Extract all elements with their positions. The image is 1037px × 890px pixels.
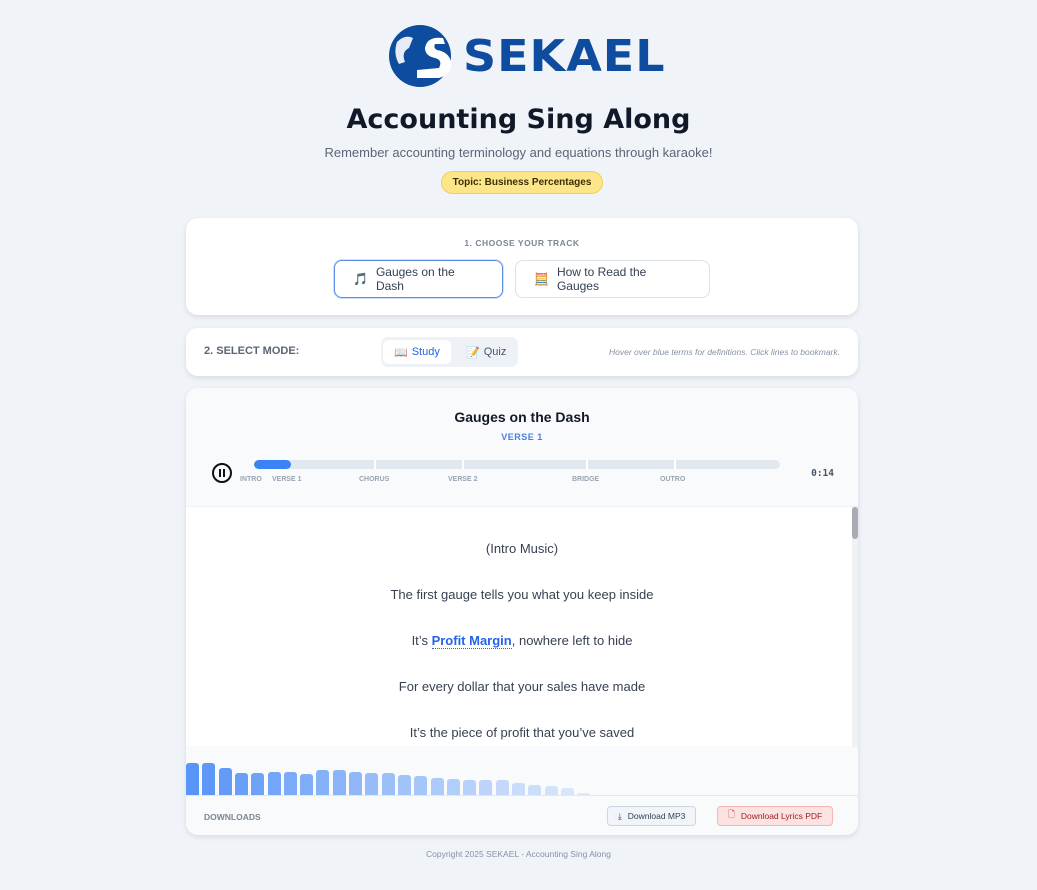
marker-outro[interactable]: OUTRO <box>660 476 686 483</box>
mode-quiz-button[interactable]: 📝 Quiz <box>455 340 517 364</box>
player-card: Gauges on the Dash VERSE 1 INTRO VERSE 1… <box>186 388 858 835</box>
audio-visualizer <box>186 748 858 795</box>
visualizer-bar <box>560 788 574 795</box>
music-note-icon: 🎵 <box>353 272 368 286</box>
progress-bar[interactable] <box>254 460 780 469</box>
track-label: How to Read the Gauges <box>556 265 647 293</box>
lyric-line[interactable]: It’s Profit Margin, nowhere left to hide <box>186 633 858 649</box>
lyric-text: It’s <box>411 633 432 648</box>
downloads-bar: DOWNLOADS ⤓ Download MP3 🗋 Download Lyrics… <box>186 795 858 835</box>
visualizer-bar <box>479 780 493 795</box>
lyric-line[interactable]: For every dollar that your sales have ma… <box>398 679 646 694</box>
book-icon: 📖 <box>394 346 408 359</box>
track-selector-card: 1. CHOOSE YOUR TRACK 🎵 Gauges on the Das… <box>186 218 858 315</box>
visualizer-bar <box>186 763 199 795</box>
scrollbar-thumb[interactable] <box>852 507 858 539</box>
visualizer-bar <box>544 786 558 795</box>
visualizer-bar <box>414 776 428 795</box>
section-divider <box>374 460 376 469</box>
lyric-line[interactable]: It’s the piece of profit that you’ve sav… <box>409 725 635 740</box>
mode-label: Quiz <box>483 346 507 358</box>
track-button-gauges-on-the-dash[interactable]: 🎵 Gauges on the Dash <box>334 260 503 298</box>
visualizer-bar <box>577 793 591 795</box>
button-label: Download Lyrics PDF <box>740 811 823 821</box>
document-icon: 🗋 <box>728 809 735 819</box>
memo-icon: 📝 <box>466 346 480 359</box>
mode-label: Study <box>411 346 440 358</box>
visualizer-bar <box>332 770 346 795</box>
visualizer-bar <box>218 768 232 795</box>
visualizer-bar <box>463 780 477 795</box>
globe-logo-icon <box>389 25 452 87</box>
visualizer-bar <box>512 783 525 795</box>
mode-selector-card: 2. SELECT MODE: 📖 Study 📝 Quiz Hover over … <box>186 328 858 376</box>
visualizer-bar <box>430 778 444 795</box>
visualizer-bar <box>267 772 281 795</box>
visualizer-bar <box>202 763 216 795</box>
mode-hint: Hover over blue terms for definitions. C… <box>608 347 840 357</box>
mode-study-button[interactable]: 📖 Study <box>383 340 451 364</box>
marker-verse-2[interactable]: VERSE 2 <box>448 476 478 483</box>
progress-fill <box>254 460 291 469</box>
brand-name: SEKAEL <box>463 30 666 82</box>
current-section: VERSE 1 <box>501 432 543 442</box>
download-lyrics-pdf-button[interactable]: 🗋 Download Lyrics PDF <box>717 806 834 826</box>
track-button-how-to-read-the-gauges[interactable]: 🧮 How to Read the Gauges <box>515 260 710 298</box>
copyright: Copyright 2025 SEKAEL - Accounting Sing … <box>426 849 611 859</box>
song-title: Gauges on the Dash <box>454 409 590 425</box>
topic-badge: Topic: Business Percentages <box>441 171 603 194</box>
visualizer-bar <box>251 773 265 795</box>
sekael-logo: SEKAEL <box>387 24 666 88</box>
visualizer-bar <box>316 770 330 795</box>
visualizer-bar <box>446 779 460 795</box>
lyric-text: , nowhere left to hide <box>511 633 633 648</box>
marker-intro[interactable]: INTRO <box>240 476 262 483</box>
visualizer-bar <box>397 775 411 795</box>
mode-section-label: 2. SELECT MODE: <box>204 345 300 357</box>
visualizer-bar <box>300 774 314 795</box>
lyric-line[interactable]: The first gauge tells you what you keep … <box>390 587 654 602</box>
section-divider <box>674 460 676 469</box>
visualizer-bar <box>349 772 362 795</box>
marker-chorus[interactable]: CHORUS <box>359 476 390 483</box>
elapsed-time: 0:14 <box>811 468 834 479</box>
lyric-line[interactable]: (Intro Music) <box>485 541 559 556</box>
visualizer-bar <box>495 780 509 795</box>
download-icon: ⤓ <box>618 810 622 821</box>
visualizer-bar <box>365 773 379 795</box>
visualizer-bar <box>283 772 297 795</box>
track-section-label: 1. CHOOSE YOUR TRACK <box>464 238 580 248</box>
section-divider <box>586 460 588 469</box>
term-profit-margin[interactable]: Profit Margin <box>431 633 512 649</box>
track-label: Gauges on the Dash <box>375 265 455 293</box>
pause-button[interactable] <box>212 463 232 483</box>
marker-bridge[interactable]: BRIDGE <box>572 476 600 483</box>
mode-toggle: 📖 Study 📝 Quiz <box>381 337 518 367</box>
lyrics-scrollbar[interactable] <box>852 507 858 747</box>
visualizer-bar <box>381 773 395 795</box>
page-title: Accounting Sing Along <box>346 104 691 135</box>
download-mp3-button[interactable]: ⤓ Download MP3 <box>607 806 697 826</box>
visualizer-bar <box>528 785 542 795</box>
marker-verse-1[interactable]: VERSE 1 <box>272 476 302 483</box>
button-label: Download MP3 <box>627 811 686 821</box>
lyrics-panel: (Intro Music) The first gauge tells you … <box>186 506 858 747</box>
visualizer-bar <box>234 773 248 795</box>
page-subtitle: Remember accounting terminology and equa… <box>324 145 713 160</box>
section-divider <box>462 460 464 469</box>
calculator-icon: 🧮 <box>534 272 549 286</box>
downloads-label: DOWNLOADS <box>204 812 261 822</box>
